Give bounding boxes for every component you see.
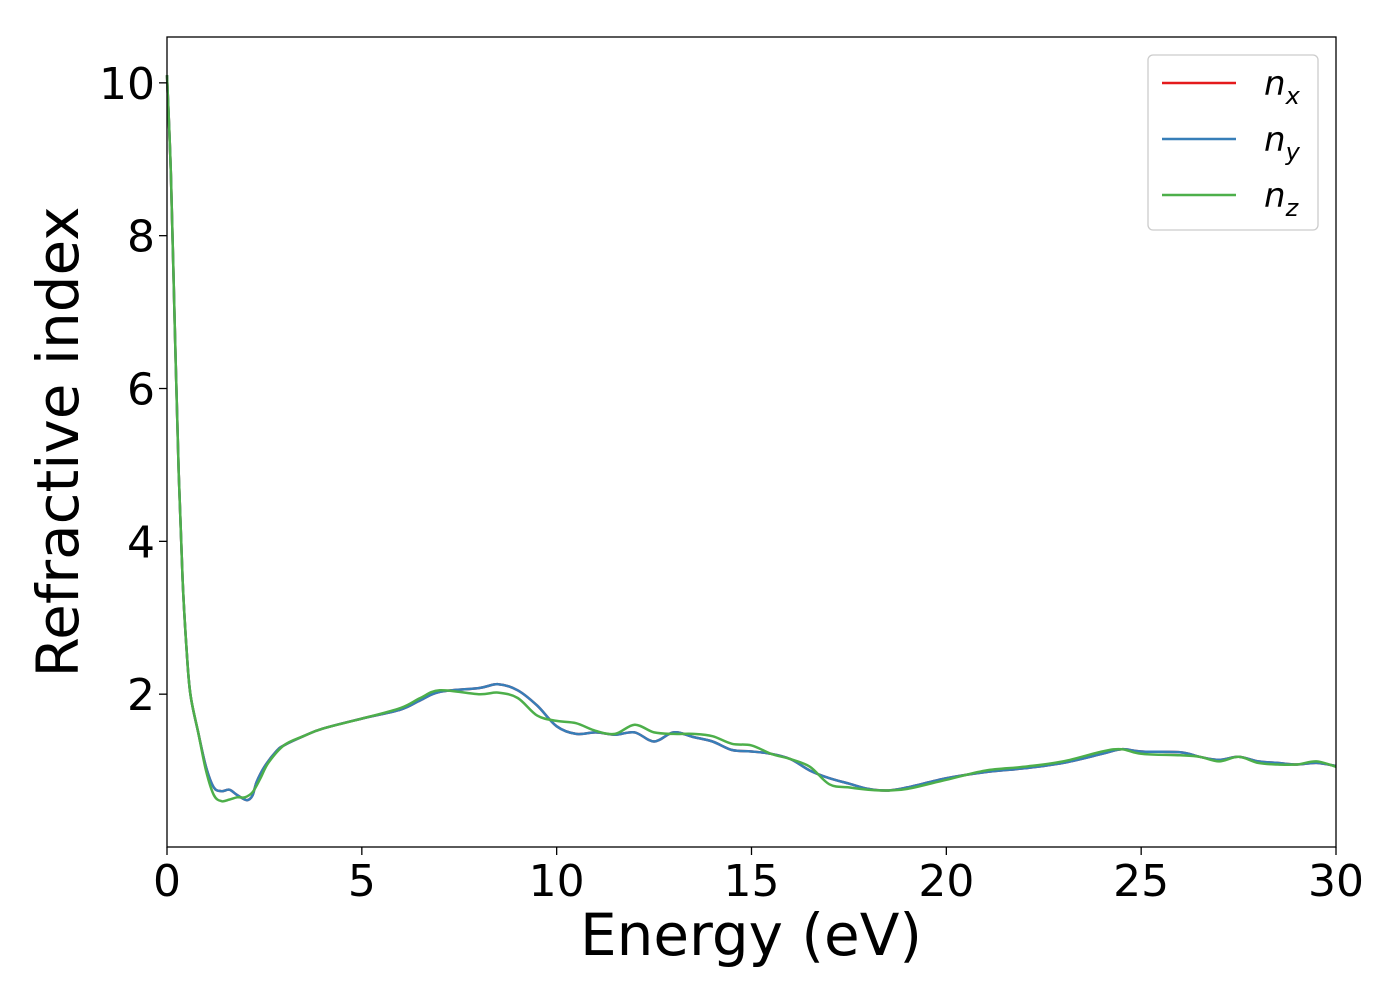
x-tick-label: 5 bbox=[348, 856, 376, 907]
x-tick-label: 10 bbox=[529, 856, 585, 907]
legend-label-z: nz bbox=[1264, 176, 1300, 222]
x-tick-label: 20 bbox=[918, 856, 974, 907]
series-line-z bbox=[165, 75, 1337, 803]
legend-label-x: nx bbox=[1264, 64, 1301, 110]
x-axis-label: Energy (eV) bbox=[580, 901, 922, 969]
series-layer bbox=[165, 75, 1337, 803]
x-tick-label: 0 bbox=[153, 856, 181, 907]
y-tick-label: 8 bbox=[127, 212, 155, 263]
x-tick-label: 30 bbox=[1308, 856, 1364, 907]
series-line-y bbox=[165, 75, 1337, 802]
y-tick-label: 10 bbox=[99, 59, 155, 110]
legend: nx ny nz bbox=[1147, 54, 1319, 231]
legend-box bbox=[1147, 54, 1319, 231]
y-axis-ticks: 2 4 6 8 10 bbox=[99, 59, 167, 721]
y-tick-label: 2 bbox=[127, 670, 155, 721]
x-tick-label: 25 bbox=[1113, 856, 1169, 907]
legend-label-y: ny bbox=[1264, 120, 1301, 166]
y-axis-label: Refractive index bbox=[24, 206, 92, 677]
plot-area bbox=[167, 37, 1336, 847]
x-axis-ticks: 0 5 10 15 20 25 30 bbox=[153, 847, 1364, 907]
x-tick-label: 15 bbox=[724, 856, 780, 907]
y-tick-label: 6 bbox=[127, 365, 155, 416]
y-tick-label: 4 bbox=[127, 517, 155, 568]
